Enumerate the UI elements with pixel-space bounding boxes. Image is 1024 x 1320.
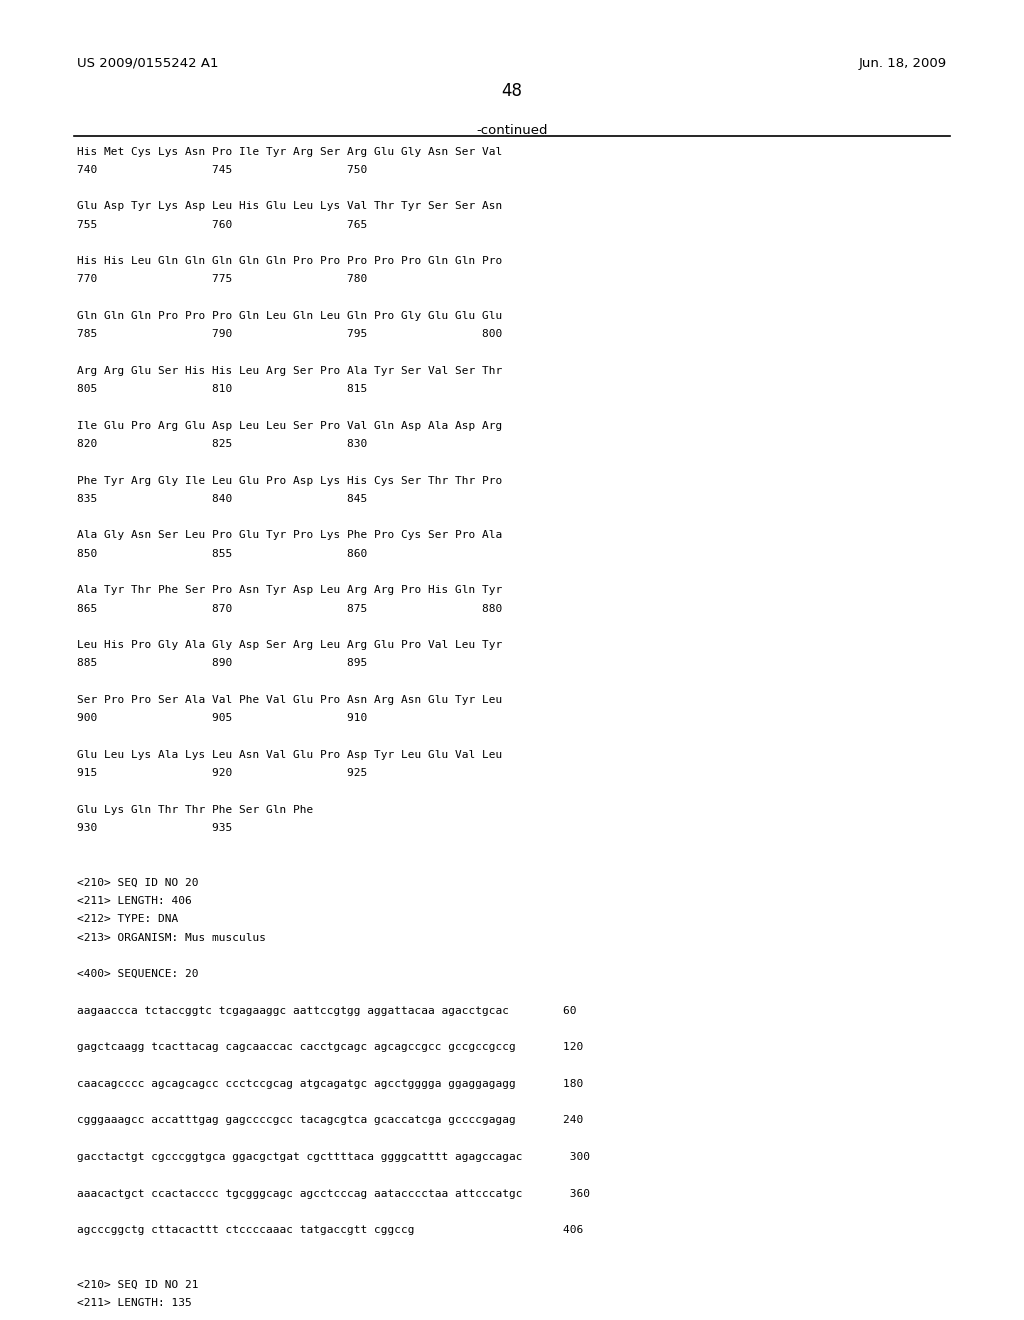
Text: Leu His Pro Gly Ala Gly Asp Ser Arg Leu Arg Glu Pro Val Leu Tyr: Leu His Pro Gly Ala Gly Asp Ser Arg Leu … xyxy=(77,640,502,651)
Text: 900                 905                 910: 900 905 910 xyxy=(77,713,367,723)
Text: Gln Gln Gln Pro Pro Pro Gln Leu Gln Leu Gln Pro Gly Glu Glu Glu: Gln Gln Gln Pro Pro Pro Gln Leu Gln Leu … xyxy=(77,312,502,321)
Text: 740                 745                 750: 740 745 750 xyxy=(77,165,367,174)
Text: Glu Leu Lys Ala Lys Leu Asn Val Glu Pro Asp Tyr Leu Glu Val Leu: Glu Leu Lys Ala Lys Leu Asn Val Glu Pro … xyxy=(77,750,502,760)
Text: gagctcaagg tcacttacag cagcaaccac cacctgcagc agcagccgcc gccgccgccg       120: gagctcaagg tcacttacag cagcaaccac cacctgc… xyxy=(77,1043,583,1052)
Text: <400> SEQUENCE: 20: <400> SEQUENCE: 20 xyxy=(77,969,199,979)
Text: aagaaccca tctaccggtc tcgagaaggc aattccgtgg aggattacaa agacctgcac        60: aagaaccca tctaccggtc tcgagaaggc aattccgt… xyxy=(77,1006,577,1016)
Text: Phe Tyr Arg Gly Ile Leu Glu Pro Asp Lys His Cys Ser Thr Thr Pro: Phe Tyr Arg Gly Ile Leu Glu Pro Asp Lys … xyxy=(77,475,502,486)
Text: <210> SEQ ID NO 21: <210> SEQ ID NO 21 xyxy=(77,1280,199,1290)
Text: <212> TYPE: DNA: <212> TYPE: DNA xyxy=(77,915,178,924)
Text: 885                 890                 895: 885 890 895 xyxy=(77,659,367,668)
Text: caacagcccc agcagcagcc ccctccgcag atgcagatgc agcctgggga ggaggagagg       180: caacagcccc agcagcagcc ccctccgcag atgcaga… xyxy=(77,1078,583,1089)
Text: <211> LENGTH: 406: <211> LENGTH: 406 xyxy=(77,896,191,906)
Text: <210> SEQ ID NO 20: <210> SEQ ID NO 20 xyxy=(77,878,199,888)
Text: 755                 760                 765: 755 760 765 xyxy=(77,219,367,230)
Text: 48: 48 xyxy=(502,82,522,100)
Text: Ala Gly Asn Ser Leu Pro Glu Tyr Pro Lys Phe Pro Cys Ser Pro Ala: Ala Gly Asn Ser Leu Pro Glu Tyr Pro Lys … xyxy=(77,531,502,540)
Text: 915                 920                 925: 915 920 925 xyxy=(77,768,367,777)
Text: gacctactgt cgcccggtgca ggacgctgat cgcttttaca ggggcatttt agagccagac       300: gacctactgt cgcccggtgca ggacgctgat cgcttt… xyxy=(77,1152,590,1162)
Text: <211> LENGTH: 135: <211> LENGTH: 135 xyxy=(77,1299,191,1308)
Text: Ser Pro Pro Ser Ala Val Phe Val Glu Pro Asn Arg Asn Glu Tyr Leu: Ser Pro Pro Ser Ala Val Phe Val Glu Pro … xyxy=(77,694,502,705)
Text: 770                 775                 780: 770 775 780 xyxy=(77,275,367,285)
Text: Jun. 18, 2009: Jun. 18, 2009 xyxy=(859,57,947,70)
Text: Ile Glu Pro Arg Glu Asp Leu Leu Ser Pro Val Gln Asp Ala Asp Arg: Ile Glu Pro Arg Glu Asp Leu Leu Ser Pro … xyxy=(77,421,502,430)
Text: 805                 810                 815: 805 810 815 xyxy=(77,384,367,395)
Text: 835                 840                 845: 835 840 845 xyxy=(77,494,367,504)
Text: Arg Arg Glu Ser His His Leu Arg Ser Pro Ala Tyr Ser Val Ser Thr: Arg Arg Glu Ser His His Leu Arg Ser Pro … xyxy=(77,366,502,376)
Text: aaacactgct ccactacccc tgcgggcagc agcctcccag aatacccctaa attcccatgc       360: aaacactgct ccactacccc tgcgggcagc agcctcc… xyxy=(77,1188,590,1199)
Text: 820                 825                 830: 820 825 830 xyxy=(77,440,367,449)
Text: Glu Asp Tyr Lys Asp Leu His Glu Leu Lys Val Thr Tyr Ser Ser Asn: Glu Asp Tyr Lys Asp Leu His Glu Leu Lys … xyxy=(77,202,502,211)
Text: 865                 870                 875                 880: 865 870 875 880 xyxy=(77,603,502,614)
Text: US 2009/0155242 A1: US 2009/0155242 A1 xyxy=(77,57,218,70)
Text: agcccggctg cttacacttt ctccccaaac tatgaccgtt cggccg                      406: agcccggctg cttacacttt ctccccaaac tatgacc… xyxy=(77,1225,583,1236)
Text: His His Leu Gln Gln Gln Gln Gln Pro Pro Pro Pro Pro Gln Gln Pro: His His Leu Gln Gln Gln Gln Gln Pro Pro … xyxy=(77,256,502,267)
Text: His Met Cys Lys Asn Pro Ile Tyr Arg Ser Arg Glu Gly Asn Ser Val: His Met Cys Lys Asn Pro Ile Tyr Arg Ser … xyxy=(77,147,502,157)
Text: 850                 855                 860: 850 855 860 xyxy=(77,549,367,558)
Text: -continued: -continued xyxy=(476,124,548,137)
Text: <213> ORGANISM: Mus musculus: <213> ORGANISM: Mus musculus xyxy=(77,933,266,942)
Text: Ala Tyr Thr Phe Ser Pro Asn Tyr Asp Leu Arg Arg Pro His Gln Tyr: Ala Tyr Thr Phe Ser Pro Asn Tyr Asp Leu … xyxy=(77,585,502,595)
Text: cgggaaagcc accatttgag gagccccgcc tacagcgtca gcaccatcga gccccgagag       240: cgggaaagcc accatttgag gagccccgcc tacagcg… xyxy=(77,1115,583,1126)
Text: 930                 935: 930 935 xyxy=(77,822,232,833)
Text: 785                 790                 795                 800: 785 790 795 800 xyxy=(77,329,502,339)
Text: Glu Lys Gln Thr Thr Phe Ser Gln Phe: Glu Lys Gln Thr Thr Phe Ser Gln Phe xyxy=(77,805,313,814)
